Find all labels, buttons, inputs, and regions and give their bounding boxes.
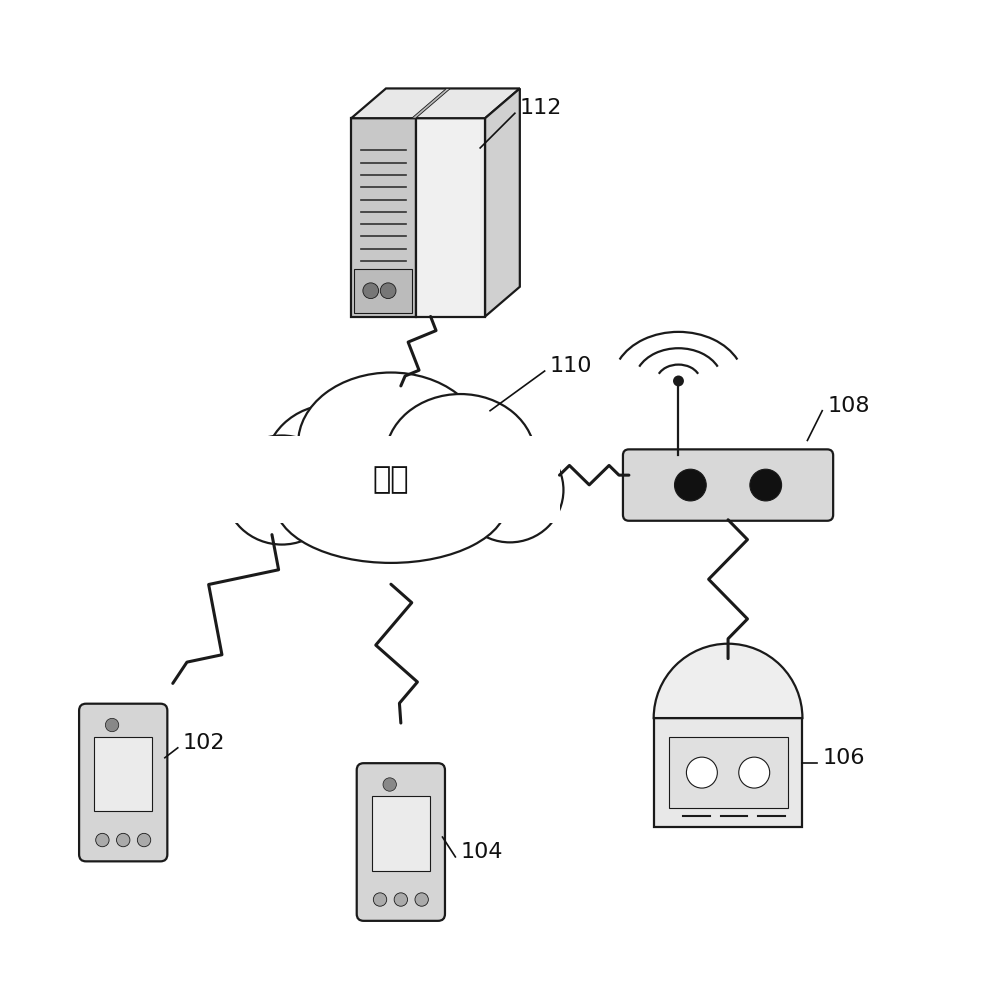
Ellipse shape (298, 372, 484, 514)
Circle shape (105, 718, 119, 732)
Circle shape (96, 833, 109, 847)
Circle shape (363, 283, 379, 298)
Circle shape (739, 757, 770, 788)
Circle shape (675, 469, 706, 501)
FancyBboxPatch shape (623, 449, 833, 521)
Ellipse shape (456, 437, 563, 543)
Circle shape (686, 757, 717, 788)
Circle shape (383, 778, 396, 791)
Bar (654, 718, 802, 827)
Circle shape (380, 283, 396, 298)
Circle shape (394, 892, 408, 906)
Polygon shape (412, 89, 450, 118)
Circle shape (373, 892, 387, 906)
Text: 108: 108 (827, 396, 870, 416)
Text: 网络: 网络 (373, 466, 409, 494)
Polygon shape (416, 118, 485, 316)
Text: 104: 104 (460, 842, 503, 862)
Text: 112: 112 (520, 98, 562, 118)
Text: 110: 110 (550, 357, 592, 376)
Bar (212, 430, 569, 540)
Bar (669, 737, 788, 808)
Circle shape (415, 892, 428, 906)
Ellipse shape (385, 394, 535, 520)
Ellipse shape (275, 443, 507, 562)
Polygon shape (485, 89, 520, 316)
Circle shape (117, 833, 130, 847)
Ellipse shape (275, 443, 507, 562)
Ellipse shape (298, 372, 484, 514)
Ellipse shape (225, 435, 339, 545)
Circle shape (673, 375, 684, 386)
Bar (354, 269, 412, 312)
Text: 102: 102 (183, 733, 225, 753)
Ellipse shape (264, 405, 399, 536)
Bar (372, 796, 430, 871)
FancyBboxPatch shape (357, 763, 445, 921)
Ellipse shape (225, 435, 339, 545)
Circle shape (137, 833, 151, 847)
Ellipse shape (264, 405, 399, 536)
Wedge shape (654, 644, 802, 718)
Bar (94, 737, 152, 812)
Text: 106: 106 (822, 748, 865, 767)
Bar (221, 436, 560, 523)
Polygon shape (351, 118, 416, 316)
FancyBboxPatch shape (79, 703, 167, 861)
Circle shape (750, 469, 782, 501)
Ellipse shape (456, 437, 563, 543)
Ellipse shape (385, 394, 535, 520)
Polygon shape (351, 89, 520, 118)
